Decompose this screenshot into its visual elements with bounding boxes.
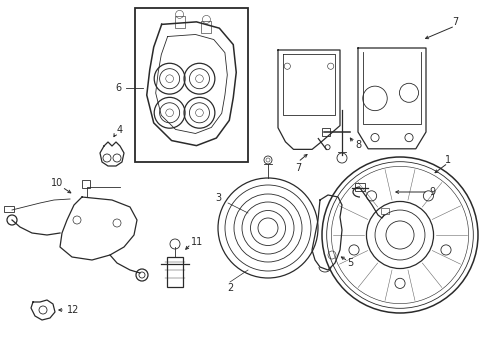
- Bar: [381, 208, 389, 214]
- Bar: [322, 128, 330, 136]
- Bar: [201, 22, 211, 33]
- Text: 7: 7: [295, 163, 301, 173]
- Text: 12: 12: [67, 305, 79, 315]
- Text: 11: 11: [191, 237, 203, 247]
- Text: 3: 3: [215, 193, 221, 203]
- Bar: [167, 257, 183, 287]
- Bar: [4, 206, 14, 212]
- Text: 2: 2: [227, 283, 233, 293]
- Text: 7: 7: [452, 17, 458, 27]
- Bar: [82, 180, 90, 188]
- Bar: [135, 8, 248, 162]
- Bar: [174, 17, 185, 28]
- Text: 8: 8: [355, 140, 361, 150]
- Text: 10: 10: [51, 178, 63, 188]
- Text: 6: 6: [115, 83, 121, 93]
- Text: 1: 1: [445, 155, 451, 165]
- Text: 4: 4: [117, 125, 123, 135]
- Text: 9: 9: [429, 187, 435, 197]
- Bar: [355, 183, 365, 191]
- Text: 5: 5: [347, 258, 353, 268]
